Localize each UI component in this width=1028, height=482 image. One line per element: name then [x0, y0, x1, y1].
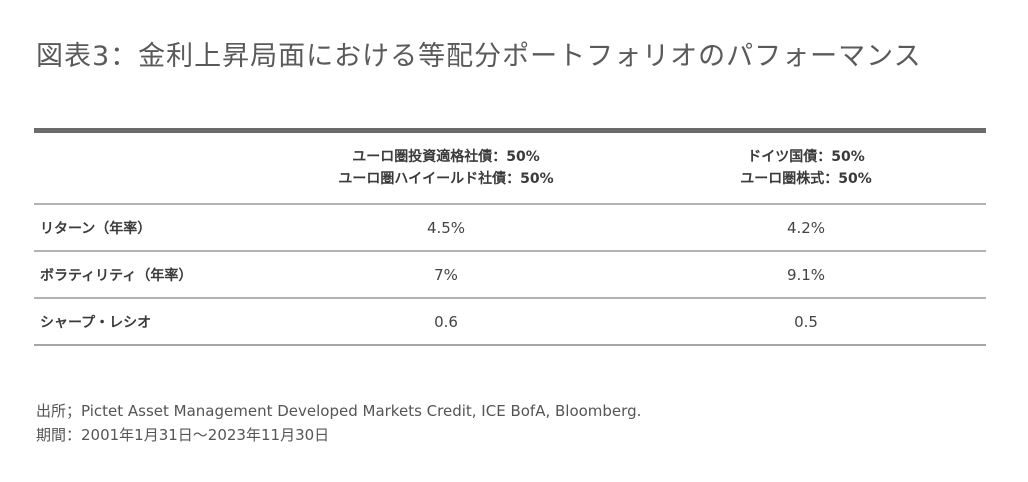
- header-portfolio-credit-line1: ユーロ圏投資適格社債：50%: [352, 149, 540, 165]
- figure-title: 図表3：金利上昇局面における等配分ポートフォリオのパフォーマンス: [36, 41, 922, 72]
- return-value-credit: 4.5%: [266, 204, 626, 252]
- table-header-row: ユーロ圏投資適格社債：50% ユーロ圏ハイイールド社債：50% ドイツ国債：50…: [34, 133, 986, 205]
- table-row-sharpe: シャープ・レシオ 0.6 0.5: [34, 298, 986, 346]
- table-top-rule: [34, 128, 986, 133]
- header-empty-cell: [34, 133, 266, 205]
- header-portfolio-balanced-line1: ドイツ国債：50%: [747, 149, 865, 165]
- volatility-value-balanced: 9.1%: [626, 251, 986, 299]
- source-note: 出所；Pictet Asset Management Developed Mar…: [36, 402, 642, 420]
- table-row-volatility: ボラティリティ（年率） 7% 9.1%: [34, 251, 986, 299]
- row-label-return: リターン（年率）: [34, 204, 266, 252]
- row-label-sharpe: シャープ・レシオ: [34, 298, 266, 346]
- comparison-table: ユーロ圏投資適格社債：50% ユーロ圏ハイイールド社債：50% ドイツ国債：50…: [34, 133, 986, 346]
- header-portfolio-balanced-line2: ユーロ圏株式：50%: [740, 171, 872, 187]
- sharpe-value-credit: 0.6: [266, 298, 626, 346]
- footnotes: 出所；Pictet Asset Management Developed Mar…: [36, 399, 641, 447]
- sharpe-value-balanced: 0.5: [626, 298, 986, 346]
- header-portfolio-credit: ユーロ圏投資適格社債：50% ユーロ圏ハイイールド社債：50%: [266, 133, 626, 205]
- table-row-return: リターン（年率） 4.5% 4.2%: [34, 204, 986, 252]
- performance-table: ユーロ圏投資適格社債：50% ユーロ圏ハイイールド社債：50% ドイツ国債：50…: [34, 128, 986, 346]
- row-label-volatility: ボラティリティ（年率）: [34, 251, 266, 299]
- header-portfolio-credit-line2: ユーロ圏ハイイールド社債：50%: [338, 171, 554, 187]
- return-value-balanced: 4.2%: [626, 204, 986, 252]
- volatility-value-credit: 7%: [266, 251, 626, 299]
- period-note: 期間：2001年1月31日～2023年11月30日: [36, 426, 330, 444]
- header-portfolio-balanced: ドイツ国債：50% ユーロ圏株式：50%: [626, 133, 986, 205]
